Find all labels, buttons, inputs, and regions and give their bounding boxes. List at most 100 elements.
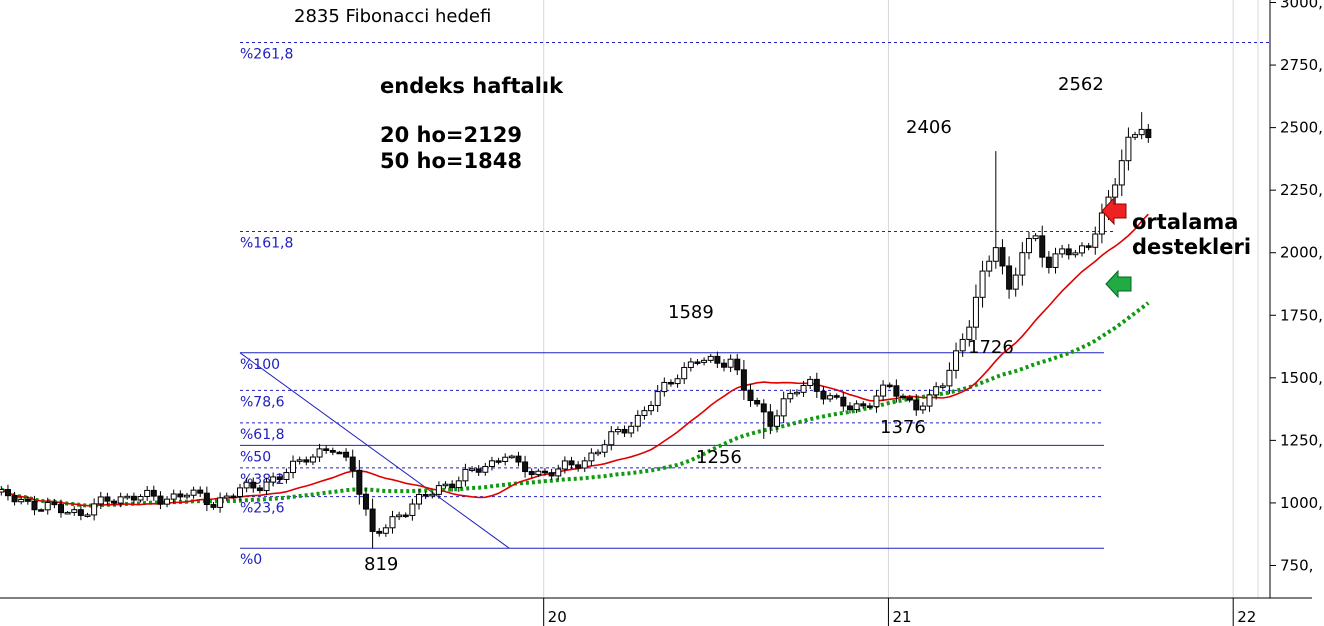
candle-body-0	[0, 489, 5, 493]
notes-ma50: 50 ho=1848	[380, 149, 522, 173]
candle-body-91	[601, 444, 608, 453]
y-tick-label-2250: 2250,	[1280, 181, 1323, 199]
candle-body-24	[157, 495, 164, 505]
candle-body-107	[707, 355, 714, 361]
price-annotation-1589: 1589	[668, 302, 714, 323]
candle-body-25	[164, 498, 171, 505]
candle-body-153	[1012, 274, 1019, 290]
candle-body-63	[416, 493, 423, 505]
candle-body-165	[1092, 233, 1099, 248]
candle-body-14	[91, 503, 98, 516]
candle-body-128	[846, 405, 853, 411]
candle-body-135	[893, 385, 900, 397]
candle-body-109	[720, 362, 727, 368]
candle-body-32	[210, 504, 217, 508]
candle-body-42	[276, 476, 283, 480]
grid-layer	[543, 0, 1259, 598]
candle-body-1	[4, 489, 11, 497]
candle-body-161	[1065, 248, 1072, 256]
candle-body-130	[860, 403, 867, 407]
y-tick-label-1750: 1750,	[1280, 306, 1323, 324]
candle-body-10	[64, 511, 71, 515]
candle-body-139	[919, 405, 926, 411]
candle-body-79	[522, 461, 529, 473]
fib-label-2618: %261,8	[240, 47, 293, 63]
candle-body-34	[223, 495, 230, 499]
candle-body-149	[986, 260, 993, 272]
candle-body-56	[369, 508, 376, 532]
candle-body-83	[548, 472, 555, 477]
candle-body-55	[362, 493, 369, 510]
candle-body-41	[270, 476, 277, 483]
candle-body-120	[793, 391, 800, 395]
candle-body-98	[648, 404, 655, 412]
candle-body-37	[243, 481, 250, 489]
y-tick-label-1500: 1500,	[1280, 369, 1323, 387]
fib-label-236: %23,6	[240, 501, 285, 517]
y-tick-label-3000: 3000,	[1280, 0, 1323, 12]
candle-body-131	[866, 405, 873, 408]
candle-body-64	[422, 493, 429, 497]
candle-body-125	[827, 395, 834, 400]
candle-body-141	[933, 386, 940, 396]
candle-body-49	[323, 448, 330, 451]
candles-layer	[0, 112, 1152, 549]
fib-label-786: %78,6	[240, 394, 285, 410]
candle-body-9	[57, 504, 64, 514]
candle-body-124	[820, 390, 827, 400]
candle-body-13	[84, 514, 91, 517]
y-tick-label-2000: 2000,	[1280, 244, 1323, 262]
candle-body-104	[687, 361, 694, 368]
candle-body-7	[44, 501, 51, 511]
candle-body-39	[256, 487, 263, 492]
candle-body-38	[250, 481, 257, 489]
candle-body-29	[190, 489, 197, 496]
x-tick-label-20: 20	[548, 608, 567, 626]
candle-body-12	[77, 509, 84, 516]
candle-body-114	[754, 400, 761, 405]
candle-body-168	[1112, 184, 1119, 198]
candle-body-156	[1032, 235, 1039, 240]
candle-body-60	[396, 514, 403, 518]
candle-body-150	[992, 247, 999, 262]
y-tick-label-2750: 2750,	[1280, 56, 1323, 74]
candle-body-106	[701, 359, 708, 363]
candle-body-70	[462, 468, 469, 482]
candle-body-82	[541, 470, 548, 474]
candle-body-100	[661, 381, 668, 393]
candle-body-99	[654, 391, 661, 406]
candle-body-47	[309, 456, 316, 463]
candle-body-170	[1125, 136, 1132, 162]
candle-body-17	[111, 500, 118, 504]
candle-body-134	[886, 384, 893, 388]
price-annotation-819: 819	[364, 554, 398, 575]
candle-body-68	[449, 483, 456, 489]
candle-body-90	[595, 451, 602, 455]
candle-body-45	[296, 459, 303, 462]
y-tick-label-750: 750,	[1280, 556, 1313, 574]
candle-body-20	[130, 495, 137, 501]
candle-body-28	[183, 494, 190, 498]
price-annotation-1726: 1726	[968, 337, 1014, 358]
candle-body-138	[913, 399, 920, 411]
callout-line1: ortalama	[1132, 210, 1238, 234]
candle-body-136	[900, 395, 906, 399]
candle-body-132	[873, 395, 880, 408]
candle-body-44	[290, 460, 297, 474]
candle-body-4	[24, 498, 31, 502]
candle-body-144	[953, 350, 960, 371]
candle-body-154	[1019, 252, 1026, 276]
candle-body-151	[999, 247, 1006, 267]
candle-body-74	[488, 460, 495, 467]
x-tick-label-21: 21	[892, 608, 911, 626]
candle-body-111	[734, 358, 741, 371]
candle-body-22	[144, 489, 151, 497]
fib-swing-line	[239, 352, 510, 549]
candle-body-110	[727, 358, 734, 368]
candle-body-145	[959, 338, 966, 352]
candle-body-143	[946, 369, 953, 387]
candle-body-21	[137, 495, 144, 501]
fib-label-618: %61,8	[240, 427, 284, 443]
candle-body-164	[1085, 245, 1092, 248]
candle-body-35	[230, 495, 237, 499]
